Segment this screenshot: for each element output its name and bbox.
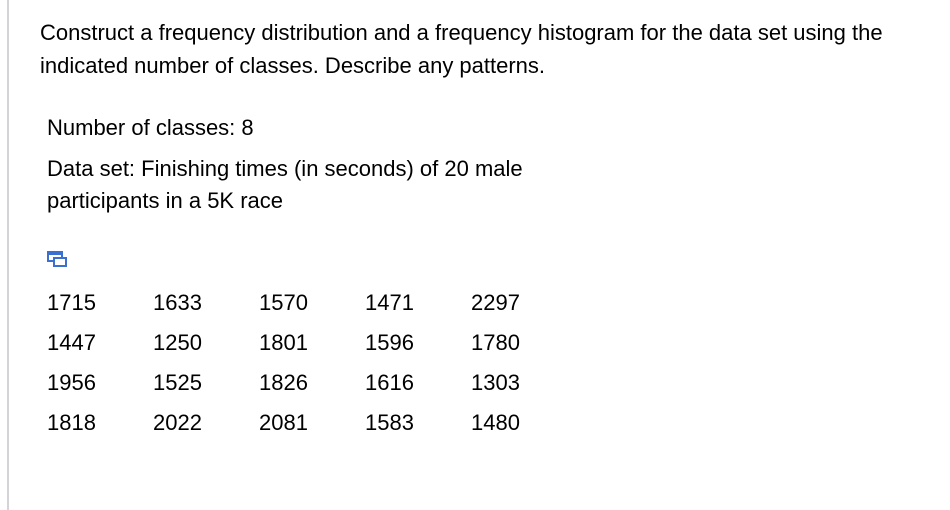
table-cell: 1956 (47, 370, 96, 395)
table-row: 1715 1633 1570 1471 2297 (47, 283, 577, 323)
table-cell: 1471 (365, 290, 414, 315)
table-cell: 1303 (471, 370, 520, 395)
table-cell: 1583 (365, 410, 414, 435)
table-cell: 2297 (471, 290, 520, 315)
table-cell: 1447 (47, 330, 96, 355)
table-cell: 1826 (259, 370, 308, 395)
table-cell: 1250 (153, 330, 202, 355)
copy-icon[interactable] (46, 249, 70, 269)
question: Construct a frequency distribution and a… (40, 20, 883, 78)
table-row: 1956 1525 1826 1616 1303 (47, 363, 577, 403)
data-table: 1715 1633 1570 1471 2297 1447 1250 1801 1596 1780… (47, 283, 577, 443)
table-cell: 1596 (365, 330, 414, 355)
table-cell: 1633 (153, 290, 202, 315)
table-cell: 1570 (259, 290, 308, 315)
table-cell: 2081 (259, 410, 308, 435)
table-cell: 1818 (47, 410, 96, 435)
table-cell: 1616 (365, 370, 414, 395)
data-set-description: Data set: Finishing times (in seconds) o… (47, 156, 523, 213)
table-cell: 2022 (153, 410, 202, 435)
table-row: 1818 2022 2081 1583 1480 (47, 403, 577, 443)
table-cell: 1801 (259, 330, 308, 355)
table-cell: 1480 (471, 410, 520, 435)
table-cell: 1780 (471, 330, 520, 355)
table-cell: 1715 (47, 290, 96, 315)
number-of-classes: Number of classes: 8 (47, 115, 254, 140)
left-border (7, 0, 9, 510)
table-cell: 1525 (153, 370, 202, 395)
table-row: 1447 1250 1801 1596 1780 (47, 323, 577, 363)
